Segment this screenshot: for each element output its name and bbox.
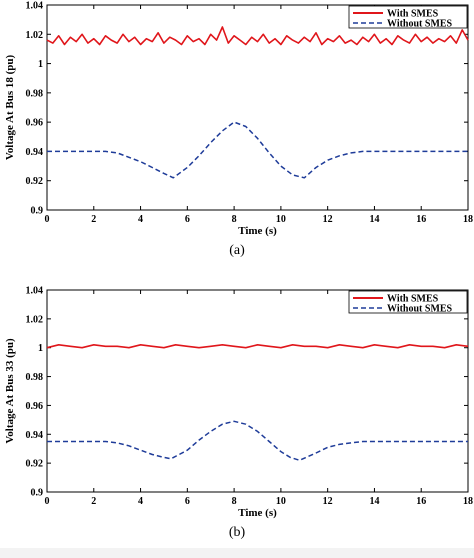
chart-a-svg: 0 2 4 6 8 10 12 14 16 18 0.9 0.92 0.94 0.96 0.98 1 1.02 1… [4, 1, 473, 238]
x-tick-label: 6 [185, 496, 190, 507]
x-tick-label: 10 [276, 214, 286, 225]
x-tick-label: 8 [232, 214, 237, 225]
y-tick-label: 1.02 [26, 314, 44, 325]
x-tick-label: 12 [323, 496, 333, 507]
x-tick-label: 12 [323, 214, 333, 225]
chart-panel-a: 0 2 4 6 8 10 12 14 16 18 0.9 0.92 0.94 0.96 0.98 1 1.02 1… [0, 0, 474, 240]
cropped-caption-strip [0, 548, 474, 558]
y-tick-label: 0.96 [26, 118, 44, 129]
series-line-with-smes [46, 26, 469, 46]
y-axis-label: Voltage At Bus 33 (pu) [4, 338, 16, 444]
y-tick-label: 0.92 [26, 176, 44, 187]
y-tick-label: 1 [38, 59, 43, 70]
y-tick-label: 0.94 [26, 430, 44, 441]
x-axis-label: Time (s) [238, 225, 277, 237]
y-tick-label: 1.04 [26, 286, 44, 297]
y-axis-label: Voltage At Bus 18 (pu) [4, 55, 16, 161]
x-tick-label: 2 [91, 496, 96, 507]
y-tick-label: 0.96 [26, 401, 44, 412]
x-tick-label: 18 [463, 214, 473, 225]
x-tick-label: 6 [185, 214, 190, 225]
x-tick-label: 4 [138, 496, 143, 507]
x-tick-label: 14 [369, 214, 379, 225]
x-axis-label: Time (s) [238, 507, 277, 519]
y-tick-label: 0.9 [31, 488, 44, 499]
y-tick-label: 0.98 [26, 372, 44, 383]
chart-b-svg: 0 2 4 6 8 10 12 14 16 18 0.9 0.92 0.94 0.96 0.98 1 1.02 1… [4, 286, 473, 520]
y-tick-label: 1 [38, 343, 43, 354]
x-tick-label: 0 [45, 496, 50, 507]
legend-label: With SMES [387, 9, 439, 20]
x-tick-label: 0 [45, 214, 50, 225]
x-tick-label: 10 [276, 496, 286, 507]
x-tick-label: 16 [416, 496, 426, 507]
x-tick-label: 4 [138, 214, 143, 225]
caption-b: (b) [228, 525, 246, 540]
y-tick-label: 0.94 [26, 147, 44, 158]
y-tick-label: 1.02 [26, 30, 44, 41]
x-tick-label: 14 [369, 496, 379, 507]
x-tick-label: 8 [232, 496, 237, 507]
x-tick-label: 2 [91, 214, 96, 225]
series-line-without-smes [47, 420, 468, 462]
series-line-without-smes [47, 121, 468, 179]
x-tick-label: 18 [463, 496, 473, 507]
legend-label: With SMES [387, 294, 439, 305]
x-tick-label: 16 [416, 214, 426, 225]
series-line-with-smes [46, 344, 469, 349]
chart-panel-b: 0 2 4 6 8 10 12 14 16 18 0.9 0.92 0.94 0.96 0.98 1 1.02 1… [0, 280, 474, 550]
legend-label: Without SMES [387, 19, 453, 30]
y-tick-label: 1.04 [26, 1, 44, 12]
y-tick-label: 0.98 [26, 88, 44, 99]
plot-frame [46, 289, 469, 493]
plot-frame [46, 4, 469, 211]
y-tick-label: 0.9 [31, 206, 44, 217]
legend-label: Without SMES [387, 304, 453, 315]
y-tick-label: 0.92 [26, 459, 44, 470]
caption-a: (a) [229, 243, 245, 258]
